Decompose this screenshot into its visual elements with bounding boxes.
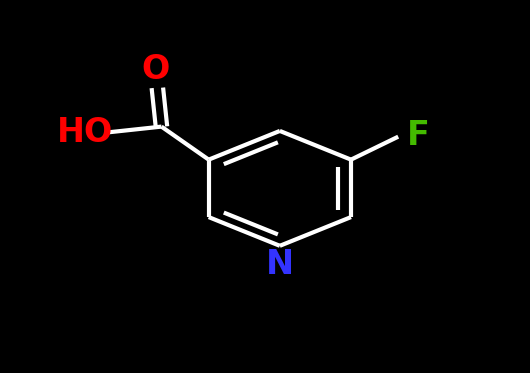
Text: HO: HO — [57, 116, 113, 149]
Text: F: F — [407, 119, 429, 152]
Text: N: N — [266, 248, 294, 281]
Text: O: O — [141, 53, 170, 86]
